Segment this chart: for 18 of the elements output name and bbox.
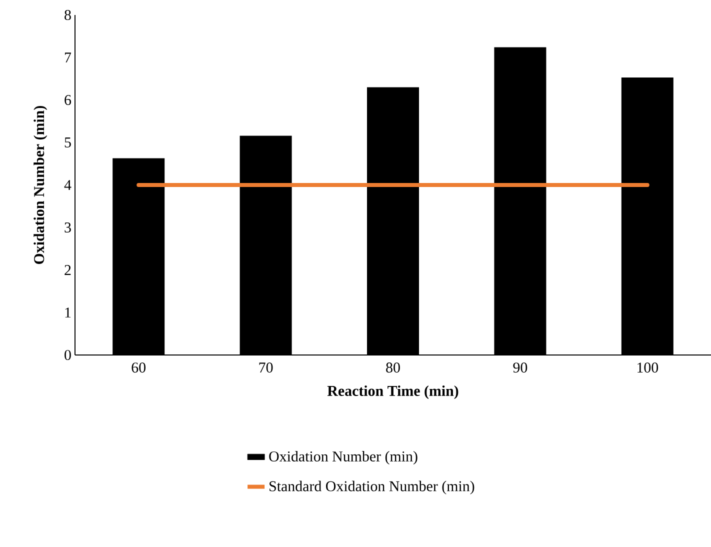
y-tick-label: 8 [64,10,71,20]
y-tick-label: 7 [64,52,72,62]
x-tick-label: 100 [638,362,658,373]
y-tick-label: 0 [64,350,71,360]
legend-label: Oxidation Number (min) [269,451,418,465]
x-tick-label: 80 [386,362,400,373]
x-tick-label: 70 [259,362,273,373]
x-axis-title: Reaction Time (min) [327,385,458,400]
x-tick-label: 60 [132,362,146,373]
y-tick-label: 1 [65,308,71,318]
x-tick-label: 90 [513,362,528,373]
y-tick-label: 5 [64,138,71,148]
legend-label: Standard Oxidation Number (min) [270,480,474,494]
y-tick-label: 6 [64,94,72,106]
y-tick-label: 3 [64,222,71,233]
y-axis-title: Oxidation Number (min) [34,106,48,264]
y-tick-label: 2 [64,265,71,275]
y-tick-label: 4 [64,180,72,190]
